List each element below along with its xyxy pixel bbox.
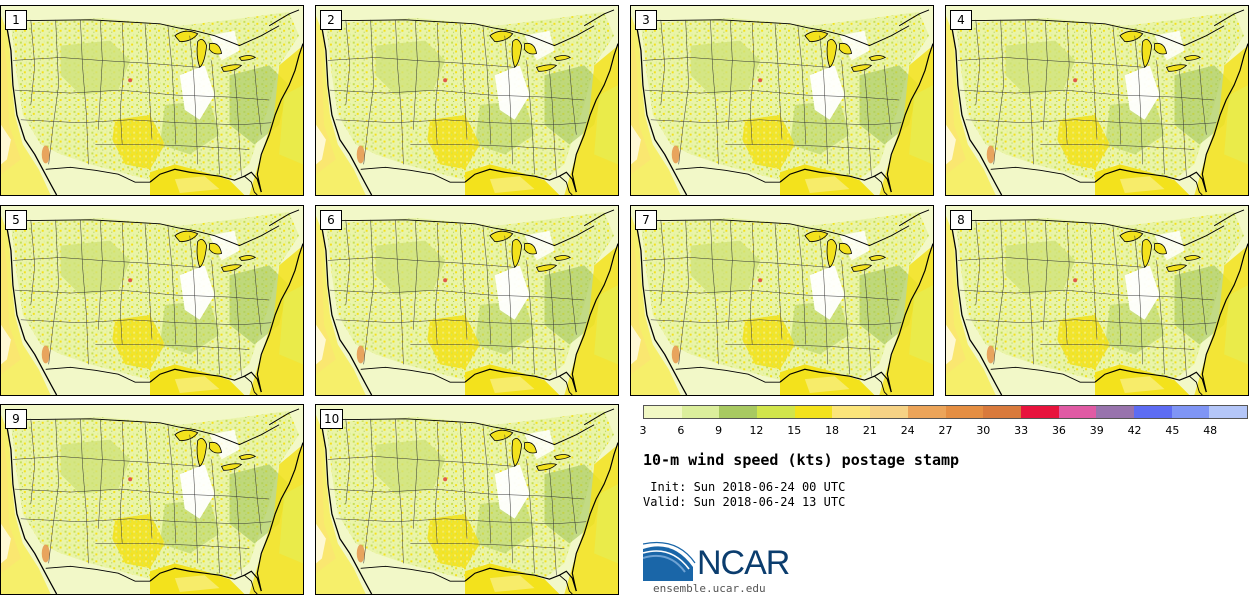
colorbar-segment [719, 406, 758, 418]
postage-stamp-map[interactable]: 3 [630, 5, 934, 196]
colorbar-segment [1020, 406, 1059, 418]
colorbar-tick-label: 21 [862, 424, 877, 437]
valid-time: Valid: Sun 2018-06-24 13 UTC [643, 495, 846, 509]
member-number: 3 [635, 10, 657, 30]
wind-speed-map [1, 6, 303, 195]
colorbar-segment [945, 406, 984, 418]
colorbar-tick-label: 27 [938, 424, 953, 437]
member-number: 8 [950, 210, 972, 230]
colorbar-tick-label: 48 [1203, 424, 1218, 437]
logo-wordmark: NCAR [697, 544, 790, 582]
colorbar-segment [1209, 406, 1247, 418]
colorbar-labels: 3 6 9 12 15 18 21 24 27 30 33 36 39 42 45 48 [639, 424, 1248, 440]
colorbar-tick-label: 45 [1165, 424, 1180, 437]
postage-stamp-map[interactable]: 10 [315, 404, 619, 595]
postage-stamp-map[interactable]: 2 [315, 5, 619, 196]
postage-stamp-map[interactable]: 5 [0, 205, 304, 396]
colorbar-tick-label: 6 [677, 424, 685, 437]
ncar-logo-icon [643, 541, 696, 581]
wind-speed-map [631, 6, 933, 195]
postage-stamp-map[interactable]: 1 [0, 5, 304, 196]
colorbar-tick-label: 9 [715, 424, 723, 437]
colorbar-segment [832, 406, 871, 418]
member-number: 5 [5, 210, 27, 230]
postage-stamp-map[interactable]: 7 [630, 205, 934, 396]
wind-speed-map [316, 405, 618, 594]
member-number: 6 [320, 210, 342, 230]
postage-stamp-map[interactable]: 6 [315, 205, 619, 396]
colorbar-segment [983, 406, 1021, 418]
colorbar-segment [681, 406, 720, 418]
colorbar-segment [1171, 406, 1210, 418]
colorbar-segment [1058, 406, 1097, 418]
postage-stamp-map[interactable]: 9 [0, 404, 304, 595]
wind-speed-map [316, 206, 618, 395]
colorbar-segment [907, 406, 946, 418]
colorbar-tick-label: 24 [900, 424, 915, 437]
wind-speed-map [946, 6, 1248, 195]
member-number: 9 [5, 409, 27, 429]
colorbar-tick-label: 3 [639, 424, 647, 437]
colorbar-segment [870, 406, 908, 418]
postage-stamp-map[interactable]: 8 [945, 205, 1249, 396]
colorbar-segment [1133, 406, 1172, 418]
colorbar-tick-label: 30 [976, 424, 991, 437]
member-number: 10 [320, 409, 344, 429]
wind-speed-map [631, 206, 933, 395]
colorbar-segment [794, 406, 833, 418]
colorbar-tick-label: 15 [787, 424, 802, 437]
wind-speed-map [946, 206, 1248, 395]
colorbar-tick-label: 36 [1051, 424, 1066, 437]
postage-stamp-map[interactable]: 4 [945, 5, 1249, 196]
colorbar-segment [644, 406, 682, 418]
wind-speed-map [1, 206, 303, 395]
colorbar-tick-label: 18 [825, 424, 840, 437]
colorbar-tick-label: 39 [1089, 424, 1104, 437]
colorbar-segment [1096, 406, 1134, 418]
colorbar-tick-label: 12 [749, 424, 764, 437]
member-number: 4 [950, 10, 972, 30]
member-number: 7 [635, 210, 657, 230]
wind-speed-map [1, 405, 303, 594]
member-number: 2 [320, 10, 342, 30]
colorbar-tick-label: 42 [1127, 424, 1142, 437]
colorbar-tick-label: 33 [1014, 424, 1029, 437]
plot-title: 10-m wind speed (kts) postage stamp [643, 451, 960, 469]
wind-speed-map [316, 6, 618, 195]
colorbar-segment [757, 406, 795, 418]
init-time: Init: Sun 2018-06-24 00 UTC [643, 480, 846, 494]
site-url[interactable]: ensemble.ucar.edu [653, 582, 766, 595]
colorbar [643, 405, 1248, 419]
member-number: 1 [5, 10, 27, 30]
